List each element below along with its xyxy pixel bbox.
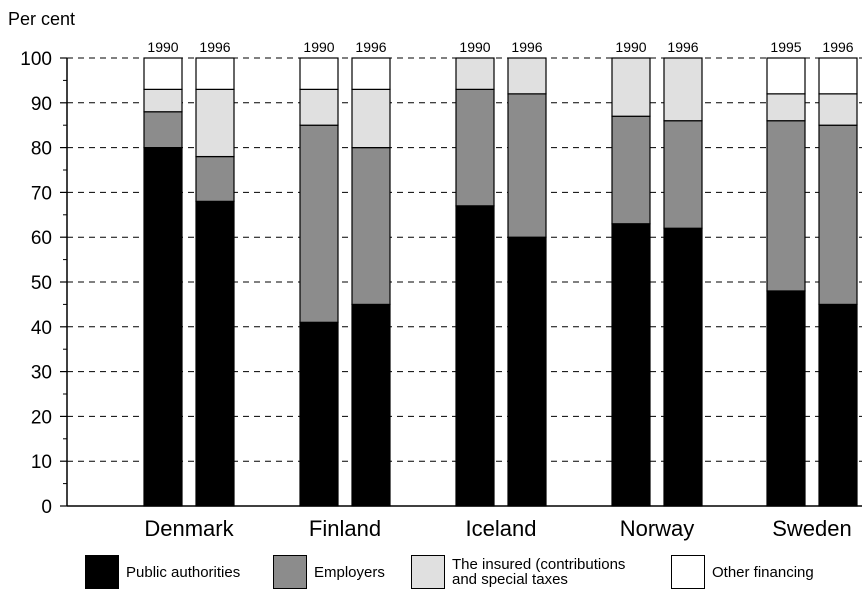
stacked-bar-chart: Per cent 0 10 20 30 40 50 60 70 80 90 100 1990 1996 De… xyxy=(8,9,862,541)
legend-item-employers: Employers xyxy=(273,555,385,589)
bar-norway-1990-public xyxy=(611,223,651,507)
legend-item-other-financing: Other financing xyxy=(671,555,814,589)
y-tick-label-40: 40 xyxy=(31,318,52,339)
bar-finland-1996-public xyxy=(351,303,391,507)
bar-year-label-finland-1990: 1990 xyxy=(303,39,334,55)
bar-iceland-1996-insured xyxy=(507,57,547,95)
bar-year-label-denmark-1990: 1990 xyxy=(147,39,178,55)
bar-norway-1990-insured xyxy=(611,57,651,117)
y-tick-label-20: 20 xyxy=(31,407,52,428)
bar-denmark-1990-public xyxy=(143,147,183,507)
y-axis-title: Per cent xyxy=(8,9,75,29)
bar-sweden-1995-employers xyxy=(766,120,806,292)
bar-iceland-1990-employers xyxy=(455,88,495,207)
legend-label-public-authorities: Public authorities xyxy=(126,563,241,581)
legend-swatch-other-financing xyxy=(671,555,705,589)
y-tick-label-70: 70 xyxy=(31,183,52,204)
legend-swatch-the-insured xyxy=(411,555,445,589)
legend-swatch-public-authorities xyxy=(85,555,119,589)
bar-norway-1990-employers xyxy=(611,115,651,225)
y-tick-label-0: 0 xyxy=(41,497,52,518)
bar-iceland-1990-insured xyxy=(455,57,495,90)
bar-denmark-1990-other xyxy=(143,57,183,90)
bar-sweden-1996-insured xyxy=(818,93,858,126)
bar-norway-1996-employers xyxy=(663,120,703,229)
legend-label-the-insured: The insured (contributions and special t… xyxy=(452,557,625,587)
legend-label-the-insured-line-2: and special taxes xyxy=(452,571,568,588)
y-tick-label-80: 80 xyxy=(31,139,52,160)
x-category-label-norway: Norway xyxy=(620,516,695,541)
bar-denmark-1990-employers xyxy=(143,111,183,149)
legend-label-the-insured-line-1: The insured (contributions xyxy=(452,556,626,573)
bar-finland-1990-insured xyxy=(299,88,339,126)
bar-year-label-norway-1996: 1996 xyxy=(667,39,698,55)
bar-denmark-1996-employers xyxy=(195,155,235,202)
legend-label-employers: Employers xyxy=(314,563,385,581)
bar-iceland-1996-public xyxy=(507,236,547,507)
bar-sweden-1995-insured xyxy=(766,93,806,122)
bar-sweden-1996-employers xyxy=(818,124,858,305)
bar-denmark-1996-other xyxy=(195,57,235,90)
legend-item-the-insured: The insured (contributions and special t… xyxy=(411,555,625,589)
y-tick-label-10: 10 xyxy=(31,452,52,473)
bar-year-label-sweden-1995: 1995 xyxy=(770,39,801,55)
legend-swatch-employers xyxy=(273,555,307,589)
bar-sweden-1996-other xyxy=(818,57,858,95)
x-category-label-finland: Finland xyxy=(309,516,381,541)
bar-year-label-sweden-1996: 1996 xyxy=(822,39,853,55)
bar-norway-1996-public xyxy=(663,227,703,507)
y-tick-label-50: 50 xyxy=(31,273,52,294)
bar-denmark-1990-insured xyxy=(143,88,183,113)
bar-sweden-1995-other xyxy=(766,57,806,95)
bar-denmark-1996-insured xyxy=(195,88,235,158)
y-tick-label-100: 100 xyxy=(20,49,52,70)
bar-year-label-iceland-1990: 1990 xyxy=(459,39,490,55)
bar-sweden-1995-public xyxy=(766,290,806,507)
bar-year-label-norway-1990: 1990 xyxy=(615,39,646,55)
bar-finland-1990-other xyxy=(299,57,339,90)
bar-norway-1996-insured xyxy=(663,57,703,122)
bar-iceland-1996-employers xyxy=(507,93,547,238)
legend-label-other-financing: Other financing xyxy=(712,563,814,581)
bar-finland-1996-other xyxy=(351,57,391,90)
bar-year-label-finland-1996: 1996 xyxy=(355,39,386,55)
bar-sweden-1996-public xyxy=(818,303,858,507)
y-tick-label-60: 60 xyxy=(31,228,52,249)
bar-finland-1990-employers xyxy=(299,124,339,323)
y-tick-label-30: 30 xyxy=(31,363,52,384)
x-category-label-denmark: Denmark xyxy=(144,516,234,541)
bar-iceland-1990-public xyxy=(455,205,495,507)
bar-denmark-1996-public xyxy=(195,200,235,507)
legend: Public authorities Employers The insured… xyxy=(0,555,865,597)
bar-year-label-denmark-1996: 1996 xyxy=(199,39,230,55)
bar-year-label-iceland-1996: 1996 xyxy=(511,39,542,55)
bar-finland-1996-insured xyxy=(351,88,391,149)
legend-item-public-authorities: Public authorities xyxy=(85,555,240,589)
x-category-label-sweden: Sweden xyxy=(772,516,852,541)
bar-finland-1996-employers xyxy=(351,147,391,306)
x-category-label-iceland: Iceland xyxy=(466,516,537,541)
bar-finland-1990-public xyxy=(299,321,339,507)
y-tick-label-90: 90 xyxy=(31,94,52,115)
